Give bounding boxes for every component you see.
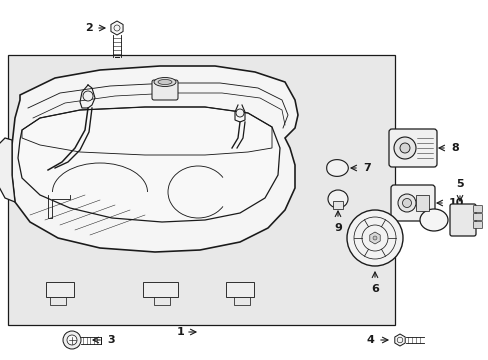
Polygon shape — [18, 107, 280, 222]
Bar — [225, 282, 253, 297]
Circle shape — [397, 194, 415, 212]
Polygon shape — [111, 21, 123, 35]
Ellipse shape — [158, 80, 172, 85]
Text: 5: 5 — [455, 179, 463, 189]
Polygon shape — [0, 138, 15, 202]
Bar — [142, 282, 178, 297]
Bar — [234, 297, 249, 305]
Circle shape — [236, 109, 244, 117]
Bar — [46, 282, 74, 297]
FancyBboxPatch shape — [472, 206, 482, 212]
Ellipse shape — [327, 190, 347, 208]
Polygon shape — [369, 232, 379, 244]
Circle shape — [372, 236, 376, 240]
Bar — [50, 297, 66, 305]
Circle shape — [402, 198, 411, 207]
Polygon shape — [326, 159, 347, 176]
Bar — [154, 297, 170, 305]
Text: 3: 3 — [107, 335, 114, 345]
Circle shape — [393, 137, 415, 159]
FancyBboxPatch shape — [415, 195, 428, 211]
Circle shape — [346, 210, 402, 266]
Polygon shape — [12, 66, 297, 252]
Bar — [8, 55, 394, 325]
Text: 7: 7 — [362, 163, 370, 173]
Circle shape — [67, 335, 77, 345]
Text: 8: 8 — [450, 143, 458, 153]
Text: 4: 4 — [366, 335, 373, 345]
Text: 1: 1 — [177, 327, 184, 337]
Ellipse shape — [154, 77, 176, 86]
FancyBboxPatch shape — [390, 185, 434, 221]
Circle shape — [83, 91, 93, 101]
Text: 6: 6 — [370, 284, 378, 294]
Text: 9: 9 — [333, 223, 341, 233]
FancyBboxPatch shape — [472, 213, 482, 220]
Ellipse shape — [419, 209, 447, 231]
Bar — [332, 201, 342, 209]
Text: 2: 2 — [85, 23, 93, 33]
Circle shape — [63, 331, 81, 349]
FancyBboxPatch shape — [152, 80, 178, 100]
FancyBboxPatch shape — [449, 204, 475, 236]
Text: 10: 10 — [448, 198, 464, 208]
FancyBboxPatch shape — [472, 221, 482, 229]
Circle shape — [399, 143, 409, 153]
FancyBboxPatch shape — [388, 129, 436, 167]
Polygon shape — [394, 334, 405, 346]
